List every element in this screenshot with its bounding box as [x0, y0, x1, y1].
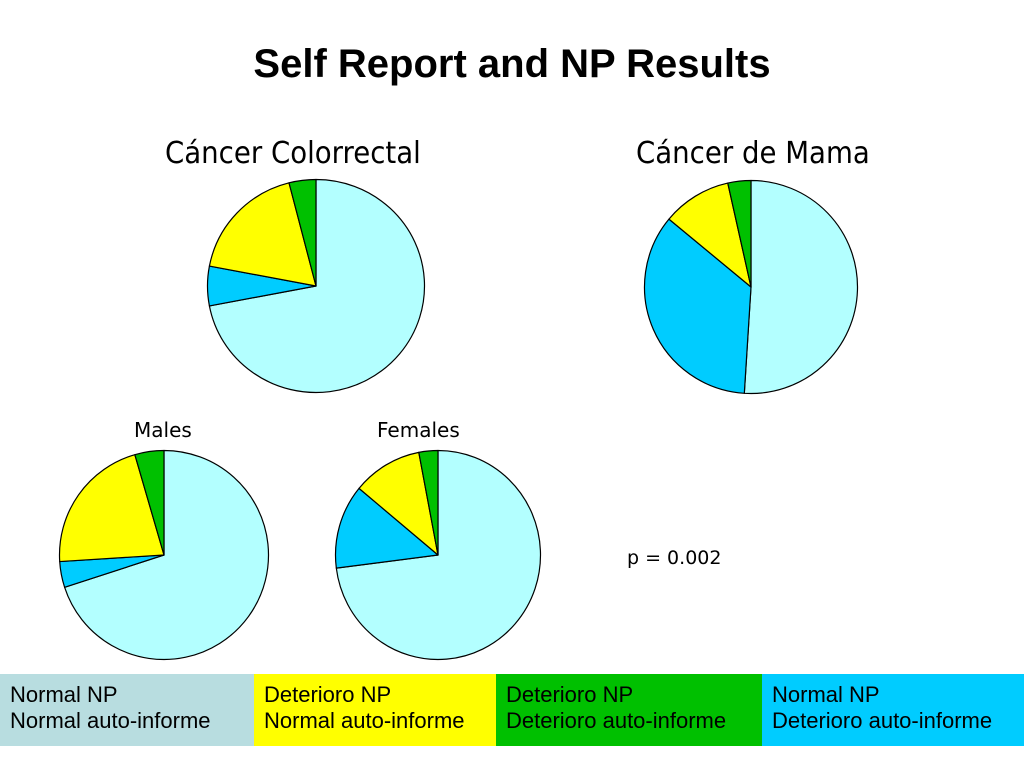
p-value-label: p = 0.002 — [627, 547, 722, 569]
slice-normal-np-deterioro-self — [334, 487, 439, 569]
legend-line2: Deterioro auto-informe — [506, 708, 727, 733]
legend-line1: Deterioro NP — [264, 682, 392, 707]
slice-normal-np-normal-self — [743, 179, 859, 395]
legend-item-deterioro-normal: Deterioro NP Normal auto-informe — [254, 674, 496, 746]
chart-title-mama: Cáncer de Mama — [636, 136, 870, 171]
slice-deterioro-np-deterioro-self — [288, 178, 317, 287]
page-title: Self Report and NP Results — [253, 42, 771, 86]
pie-chart-females — [334, 449, 542, 661]
slice-normal-np-normal-self — [208, 178, 426, 394]
slice-deterioro-np-deterioro-self — [418, 449, 439, 556]
slice-deterioro-np-deterioro-self — [134, 449, 165, 556]
pie-chart-males — [58, 449, 270, 661]
slice-normal-np-normal-self — [64, 449, 270, 661]
legend-line2: Normal auto-informe — [10, 708, 211, 733]
pie-chart-colorrectal — [206, 178, 426, 394]
legend-line2: Deterioro auto-informe — [772, 708, 993, 733]
chart-title-females: Females — [377, 418, 460, 442]
legend-item-deterioro-deterioro: Deterioro NP Deterioro auto-informe — [496, 674, 762, 746]
legend-item-normal-deterioro: Normal NP Deterioro auto-informe — [762, 674, 1024, 746]
slice-deterioro-np-normal-self — [358, 451, 439, 556]
pie-chart-mama — [643, 179, 859, 395]
legend: Normal NP Normal auto-informe Deterioro … — [0, 674, 1024, 746]
chart-title-colorrectal: Cáncer Colorrectal — [165, 136, 421, 171]
legend-item-normal-normal: Normal NP Normal auto-informe — [0, 674, 254, 746]
legend-line1: Normal NP — [772, 682, 880, 707]
chart-title-males: Males — [134, 418, 192, 442]
legend-line1: Normal NP — [10, 682, 118, 707]
slice-deterioro-np-normal-self — [208, 182, 317, 287]
slice-deterioro-np-normal-self — [668, 182, 752, 288]
legend-line2: Normal auto-informe — [264, 708, 465, 733]
slice-normal-np-deterioro-self — [643, 218, 752, 394]
slice-deterioro-np-normal-self — [58, 454, 165, 563]
slice-deterioro-np-deterioro-self — [727, 179, 752, 288]
legend-line1: Deterioro NP — [506, 682, 634, 707]
